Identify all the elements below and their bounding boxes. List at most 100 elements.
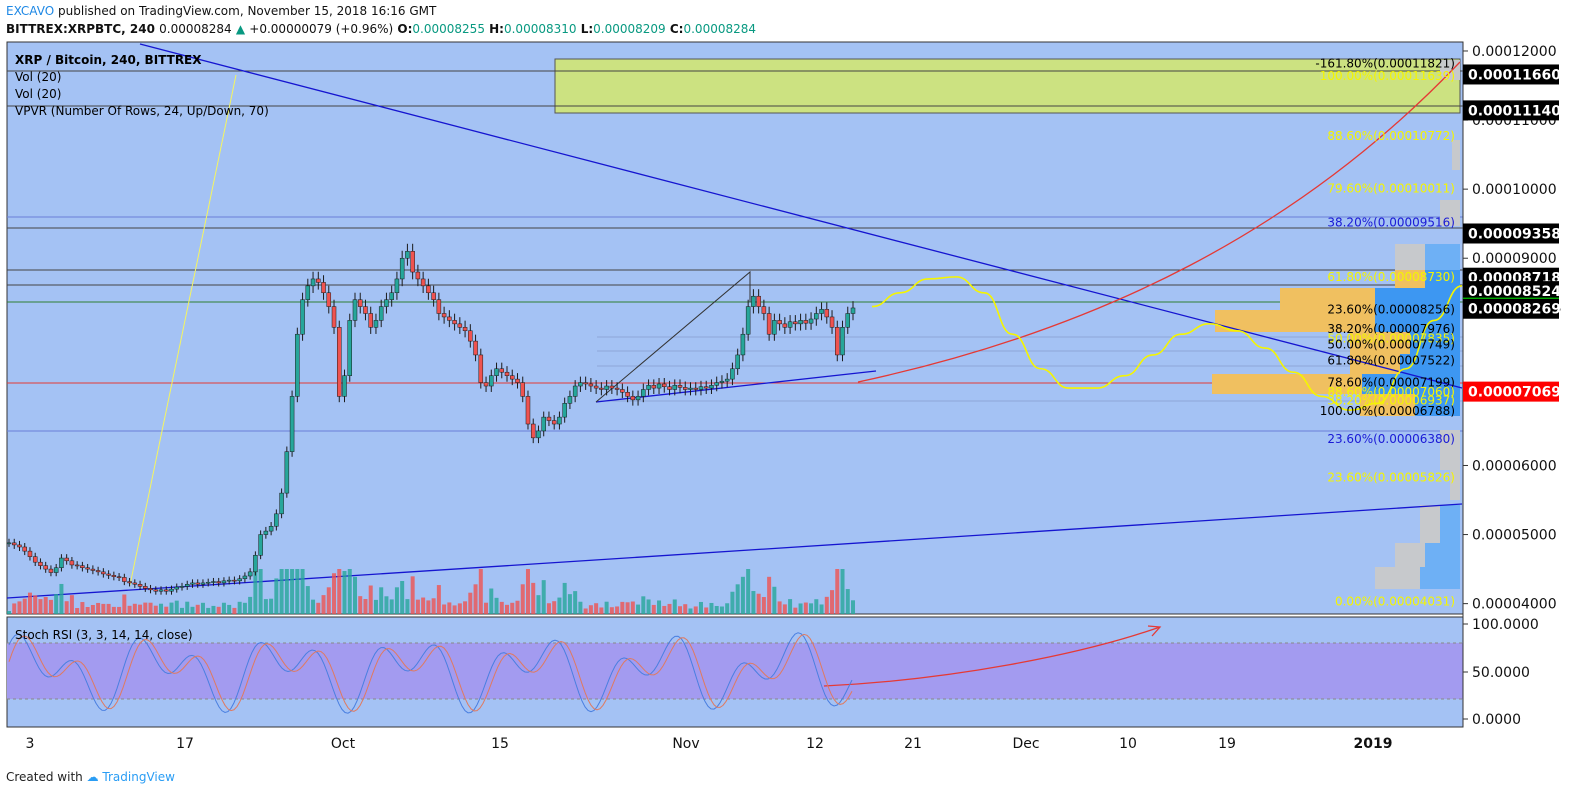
candle-body [551,420,557,425]
price-tick-label: 0.00004000 [1472,597,1557,613]
volume-bar [457,603,462,614]
volume-bar [835,569,840,614]
volume-bar [693,606,698,614]
volume-bar [394,587,399,614]
candle-body [808,318,814,324]
volume-bar [85,607,90,614]
volume-bar [17,601,22,614]
projection-path[interactable] [871,276,1463,412]
volume-bar [342,571,347,614]
candle-body [122,577,127,582]
volume-bar [583,608,588,614]
price-change: +0.00000079 (+0.96%) [249,22,394,36]
open-label: O: [397,22,413,36]
candle-body [111,575,117,577]
fib-level-label: -161.80%(0.00011821) [1315,56,1455,70]
fib-level-label: 50.00%(0.00007749) [1327,338,1455,352]
volume-bar [33,595,38,614]
time-tick-label: 19 [1218,736,1236,752]
fib-anchor-line-yellow[interactable] [129,74,237,586]
candle-body [17,544,22,548]
time-tick-label: 2019 [1354,736,1393,752]
candle-body [373,320,379,328]
candle-body [504,371,510,376]
candle-body [169,588,174,592]
volume-bar [510,602,515,614]
candle-body [431,292,436,300]
volume-bar [442,604,447,614]
ascending-support-line[interactable] [6,503,1463,599]
candle-body [494,368,499,376]
stoch-k-line [8,632,853,714]
candle-body [478,354,484,383]
volume-bar [311,599,316,614]
candle-body [740,333,746,356]
candle-body [337,327,342,397]
volume-bar [641,596,646,614]
vpvr-bar [1425,270,1460,288]
candles[interactable] [6,243,856,595]
candle-body [6,542,12,545]
volume-bar [819,604,824,614]
tradingview-link[interactable]: TradingView [102,770,175,784]
candle-body [677,385,683,388]
candle-body [211,581,216,583]
short-support-line[interactable] [595,370,877,403]
candle-body [588,383,594,387]
candle-body [546,416,552,421]
fib-anchor-line[interactable] [595,270,751,403]
candle-body [798,320,803,325]
volume-bar [562,582,567,614]
legend-vol-2: Vol (20) [15,87,61,101]
candle-body [814,313,819,320]
volume-bar [253,569,258,614]
volume-bar [557,597,562,614]
candle-body [184,584,190,587]
low-label: L: [580,22,594,36]
price-tag-label: 0.00009358 [1468,226,1561,242]
stoch-arrow[interactable] [823,626,1161,687]
publisher-link[interactable]: EXCAVO [6,4,55,18]
candle-body [756,295,761,307]
vpvr-bar [1450,470,1460,500]
candle-body [462,327,468,332]
volume-bar [164,606,169,614]
time-axis[interactable]: 3 17 Oct 15 Nov 12 21 Dec 10 19 2019 [7,726,1463,752]
volume-bar [80,602,85,614]
volume-bar [520,584,525,614]
candle-body [698,386,704,390]
volume-bar [347,569,352,614]
volume-bar [567,594,572,614]
candle-body [646,385,651,390]
fib-level-label: 23.60%(0.00005826) [1327,470,1455,484]
candle-body [714,382,719,386]
price-tag-label: 0.00007069 [1468,385,1561,401]
tradingview-cloud-icon: ☁ [86,770,99,784]
candle-body [43,565,48,570]
candle-body [137,584,143,587]
volume-bar [594,603,599,614]
volume-bar [321,595,326,614]
parabolic-curve[interactable] [857,61,1461,383]
price-tag-box [1463,298,1559,319]
price-tick-label: 0.00006000 [1472,458,1557,474]
candle-body [525,396,531,425]
volume-bar [384,596,389,614]
candle-body [316,278,321,283]
candle-body [682,387,688,390]
fib-level-label: 23.60%(0.00006380) [1327,432,1455,446]
volume-bar [263,599,268,614]
volume-bar [185,601,190,614]
volume-bar [337,569,342,614]
volume-bar [531,582,536,614]
candle-body [247,571,253,577]
low-value: 0.00008209 [593,22,666,36]
volume-bar [473,584,478,614]
vpvr-bar [1215,310,1375,332]
close-label: C: [669,22,684,36]
candle-body [766,313,772,335]
candle-body [195,582,200,585]
volume-bar [69,595,74,614]
candle-body [164,589,169,592]
